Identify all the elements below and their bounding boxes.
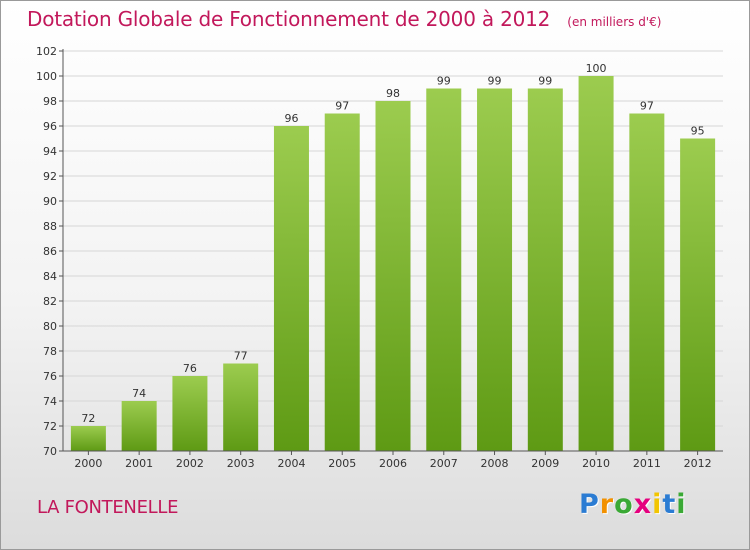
- bar: [527, 88, 563, 451]
- logo-letter: o: [614, 489, 634, 520]
- y-tick-label: 102: [36, 45, 57, 58]
- chart-title: Dotation Globale de Fonctionnement de 20…: [27, 7, 551, 31]
- y-tick-label: 96: [43, 120, 57, 133]
- bar: [375, 101, 411, 451]
- bar: [223, 363, 259, 451]
- bar: [680, 138, 716, 451]
- y-tick-label: 86: [43, 245, 57, 258]
- y-tick-label: 94: [43, 145, 57, 158]
- logo-letter: t: [662, 489, 677, 520]
- bar: [172, 376, 208, 451]
- bar: [426, 88, 462, 451]
- y-tick-label: 84: [43, 270, 57, 283]
- x-tick-label: 2001: [125, 457, 153, 470]
- x-tick-label: 2004: [277, 457, 305, 470]
- chart-subtitle: (en milliers d'€): [567, 15, 662, 29]
- data-label: 97: [335, 100, 349, 113]
- y-tick-label: 72: [43, 420, 57, 433]
- bar: [629, 113, 665, 451]
- commune-name: LA FONTENELLE: [37, 497, 179, 518]
- proxiti-logo: Proxiti: [579, 489, 687, 520]
- y-tick-label: 98: [43, 95, 57, 108]
- bar: [324, 113, 360, 451]
- y-tick-label: 90: [43, 195, 57, 208]
- bar: [273, 126, 309, 451]
- data-label: 99: [437, 75, 451, 88]
- y-tick-label: 88: [43, 220, 57, 233]
- y-tick-label: 80: [43, 320, 57, 333]
- logo-letter: i: [676, 489, 687, 520]
- y-tick-label: 82: [43, 295, 57, 308]
- x-tick-label: 2003: [227, 457, 255, 470]
- x-tick-label: 2000: [74, 457, 102, 470]
- logo-letter: P: [579, 489, 600, 520]
- x-tick-label: 2005: [328, 457, 356, 470]
- y-tick-label: 78: [43, 345, 57, 358]
- x-tick-label: 2002: [176, 457, 204, 470]
- data-label: 74: [132, 387, 146, 400]
- bar: [578, 76, 614, 451]
- data-label: 100: [586, 62, 607, 75]
- data-label: 77: [234, 350, 248, 363]
- bar: [477, 88, 513, 451]
- y-tick-label: 100: [36, 70, 57, 83]
- x-tick-label: 2012: [684, 457, 712, 470]
- data-labels: 72 74 76 77 96 97 98 99 99 99 100 97 95: [81, 62, 704, 425]
- data-label: 99: [538, 75, 552, 88]
- x-tick-label: 2006: [379, 457, 407, 470]
- y-tick-label: 74: [43, 395, 57, 408]
- bars: [70, 76, 716, 451]
- data-label: 99: [488, 75, 502, 88]
- data-label: 95: [691, 125, 705, 138]
- bar: [121, 401, 157, 451]
- logo-letter: r: [599, 489, 615, 520]
- data-label: 98: [386, 87, 400, 100]
- data-label: 72: [81, 412, 95, 425]
- x-tick-label: 2011: [633, 457, 661, 470]
- x-tick-label: 2009: [531, 457, 559, 470]
- y-tick-label: 76: [43, 370, 57, 383]
- title-block: Dotation Globale de Fonctionnement de 20…: [27, 7, 661, 31]
- axes: 70 72 74 76 78 80 82 84 86 88 90 92 94 96 98 100 102 2000…: [36, 45, 723, 470]
- x-tick-label: 2007: [430, 457, 458, 470]
- data-label: 76: [183, 362, 197, 375]
- logo-letter: i: [652, 489, 663, 520]
- data-label: 96: [284, 112, 298, 125]
- bar: [70, 426, 106, 451]
- y-tick-label: 92: [43, 170, 57, 183]
- x-tick-label: 2008: [481, 457, 509, 470]
- y-tick-label: 70: [43, 445, 57, 458]
- logo-letter: x: [633, 489, 653, 520]
- data-label: 97: [640, 100, 654, 113]
- x-tick-label: 2010: [582, 457, 610, 470]
